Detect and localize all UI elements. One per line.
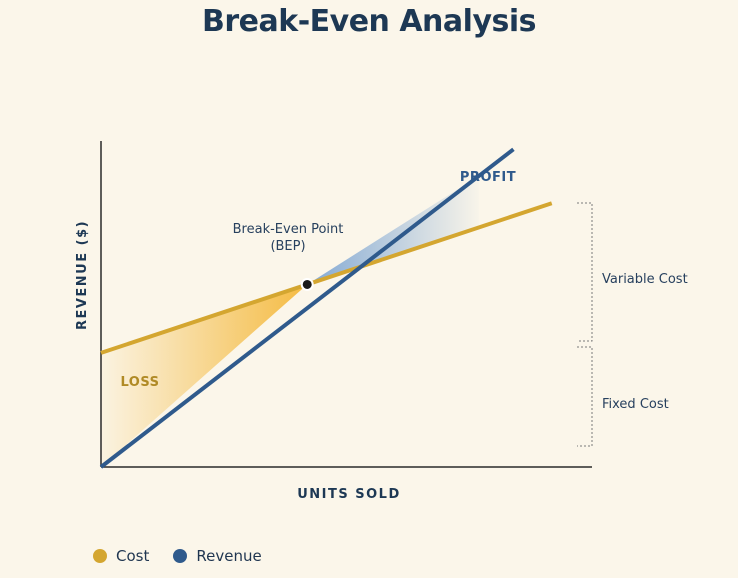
x-axis-label: UNITS SOLD: [297, 487, 401, 502]
loss-label: LOSS: [120, 375, 159, 390]
break-even-point-marker: [300, 277, 314, 291]
legend-swatch-revenue: [173, 549, 188, 563]
variable-cost-bracket: [577, 202, 593, 342]
revenue-line: [99, 147, 515, 469]
bep-label-line2: (BEP): [270, 239, 305, 254]
legend-label-cost: Cost: [116, 547, 150, 565]
cost-line: [100, 201, 553, 355]
fixed-cost-label: Fixed Cost: [602, 397, 669, 412]
profit-label: PROFIT: [460, 170, 516, 185]
y-axis-label: REVENUE ($): [75, 220, 90, 330]
chart-title: Break-Even Analysis: [201, 4, 537, 39]
bep-label-line1: Break-Even Point: [233, 222, 344, 237]
legend-swatch-cost: [93, 549, 107, 563]
legend-item-cost: Cost: [93, 547, 149, 565]
profit-area: [307, 175, 480, 285]
legend-label-revenue: Revenue: [196, 547, 262, 565]
variable-cost-label: Variable Cost: [602, 272, 688, 287]
fixed-cost-bracket: [577, 346, 593, 447]
legend: Cost Revenue: [93, 547, 286, 565]
legend-item-revenue: Revenue: [173, 547, 262, 565]
loss-area: [101, 284, 308, 467]
